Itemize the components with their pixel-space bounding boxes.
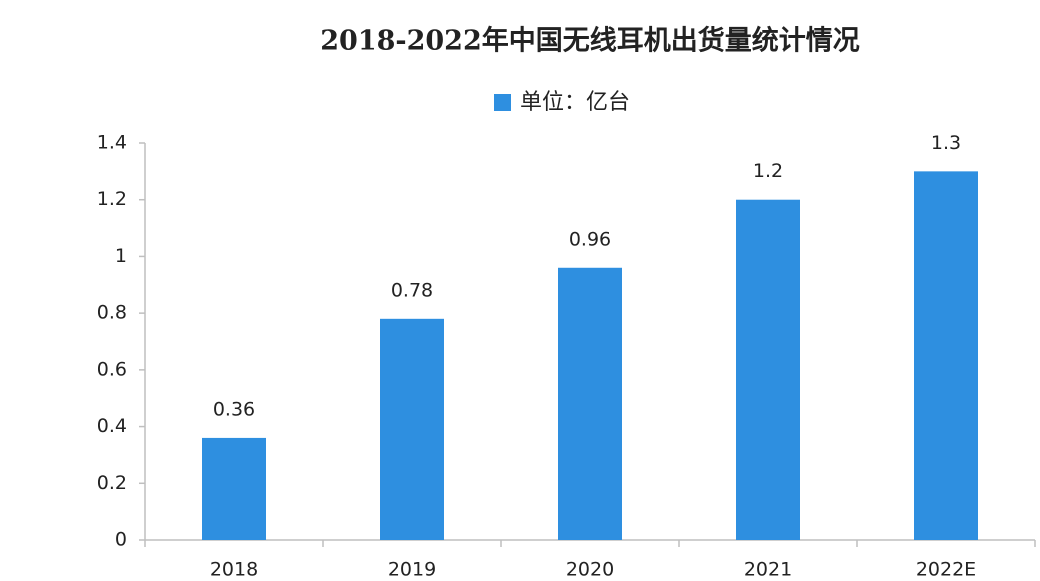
chart-title: 2018-2022年中国无线耳机出货量统计情况 <box>320 25 860 57</box>
bar <box>914 171 978 540</box>
bar <box>736 199 800 540</box>
y-tick-label: 1.2 <box>97 188 127 210</box>
bar <box>558 267 622 540</box>
y-tick-label: 1.4 <box>97 132 127 154</box>
y-tick-label: 0.4 <box>97 415 127 437</box>
y-tick-label: 0 <box>115 529 127 551</box>
data-label: 0.96 <box>569 228 611 250</box>
y-tick-label: 1 <box>115 245 127 267</box>
legend-swatch <box>494 94 511 111</box>
y-tick-label: 0.6 <box>97 358 127 380</box>
y-tick-label: 0.2 <box>97 472 127 494</box>
x-tick-label: 2019 <box>388 559 436 581</box>
data-label: 0.78 <box>391 279 433 301</box>
data-label: 0.36 <box>213 398 255 420</box>
x-tick-label: 2021 <box>744 559 792 581</box>
bar <box>202 437 266 540</box>
data-label: 1.2 <box>753 160 783 182</box>
data-label: 1.3 <box>931 132 961 154</box>
legend-label: 单位：亿台 <box>520 90 630 115</box>
y-tick-label: 0.8 <box>97 302 127 324</box>
x-tick-label: 2022E <box>916 559 976 581</box>
x-tick-label: 2020 <box>566 559 614 581</box>
bar <box>380 318 444 540</box>
x-tick-label: 2018 <box>210 559 258 581</box>
